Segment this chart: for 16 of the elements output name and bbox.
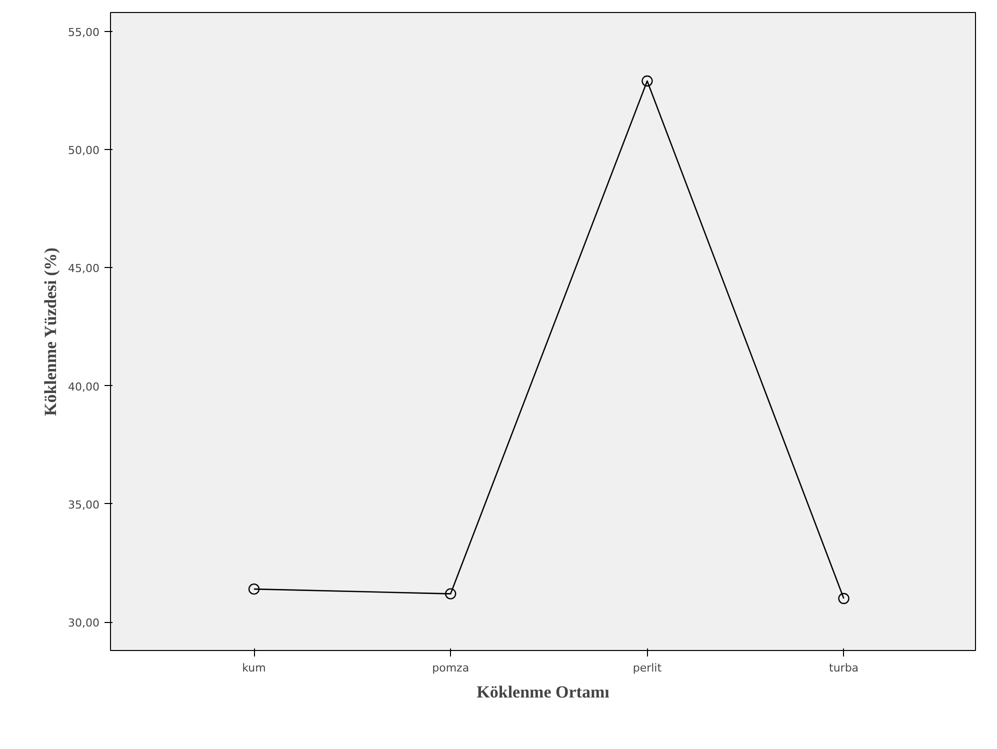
x-axis-title: Köklenme Ortamı [476, 682, 610, 702]
y-tick-label: 50,00 [68, 144, 100, 158]
y-tick-label: 55,00 [68, 26, 100, 39]
y-tick-label: 45,00 [68, 262, 100, 276]
x-tick-label: pomza [432, 662, 470, 674]
y-axis-title: Köklenme Yüzdesi (%) [41, 248, 60, 416]
y-tick-label: 35,00 [68, 498, 100, 512]
x-tick-label: turba [829, 662, 859, 674]
y-tick-label: 40,00 [68, 380, 100, 394]
x-tick-label: perlit [632, 662, 662, 674]
point [445, 588, 456, 600]
point [248, 583, 260, 595]
x-tick-label: kum [242, 662, 266, 674]
point [838, 592, 850, 604]
y-tick-label: 30,00 [68, 616, 100, 630]
point [642, 75, 653, 87]
